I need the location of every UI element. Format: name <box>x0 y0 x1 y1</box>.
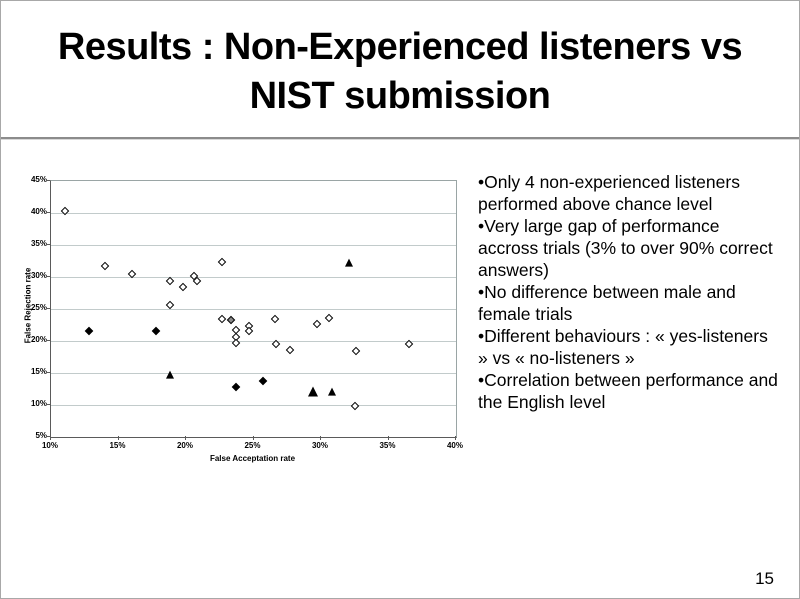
data-point-open-diamond <box>165 300 175 309</box>
data-point-open-diamond <box>231 338 241 348</box>
y-tick-mark <box>46 212 50 213</box>
data-point-open-diamond <box>285 345 295 355</box>
data-point-filled-diamond <box>84 327 94 336</box>
x-tick-mark <box>50 436 51 440</box>
x-tick-label: 10% <box>41 441 58 450</box>
x-tick-mark <box>117 436 119 440</box>
gridline <box>51 245 456 246</box>
bullet-item: •Only 4 non-experienced listeners perfor… <box>478 172 740 214</box>
data-point-open-diamond <box>245 326 254 335</box>
data-point-filled-diamond <box>258 377 268 386</box>
y-tick-label: 30% <box>30 271 47 280</box>
y-tick-label: 20% <box>30 335 47 344</box>
bullet-item: •Different behaviours : « yes-listeners … <box>478 326 768 368</box>
y-tick-label: 15% <box>30 367 47 376</box>
y-tick-label: 45% <box>30 175 47 184</box>
y-tick-mark <box>46 308 50 309</box>
data-point-filled-diamond <box>231 382 241 392</box>
y-tick-label: 40% <box>30 207 47 216</box>
gridline <box>51 213 456 214</box>
slide-title: Results : Non-Experienced listeners vs N… <box>11 23 789 121</box>
page-number: 15 <box>755 569 774 588</box>
scatter-chart: False Rejection rate 5% 10% 15% 20% 25% 30% 35… <box>23 169 466 466</box>
data-point-gray-diamond <box>226 315 235 325</box>
y-tick-mark <box>46 372 50 373</box>
x-tick-mark <box>320 436 321 440</box>
gridline <box>51 277 456 278</box>
x-tick-mark <box>455 436 456 440</box>
x-axis-title: False Acceptation rate <box>209 454 296 463</box>
data-point-open-diamond <box>192 277 202 286</box>
bullet-item: •No difference between male and female t… <box>478 282 736 324</box>
data-point-open-diamond <box>60 206 69 216</box>
x-tick-label: 20% <box>176 441 193 450</box>
data-point-open-diamond <box>324 313 334 323</box>
data-point-open-diamond <box>179 282 188 291</box>
data-point-triangle <box>165 370 174 379</box>
gridline <box>51 309 456 310</box>
gridline <box>51 405 456 406</box>
data-point-open-diamond <box>218 257 227 266</box>
bullet-item: •Very large gap of performance accross t… <box>478 216 773 280</box>
y-tick-mark <box>46 180 50 181</box>
data-point-open-diamond <box>351 346 361 355</box>
y-tick-mark <box>46 436 50 437</box>
x-tick-mark <box>387 436 389 440</box>
data-point-triangle <box>327 387 336 396</box>
data-point-open-diamond <box>100 261 110 271</box>
slide-title-line2: NIST submission <box>249 75 551 117</box>
x-tick-label: 30% <box>311 441 328 450</box>
y-tick-label: 25% <box>30 303 47 312</box>
data-point-open-diamond <box>350 402 359 411</box>
data-point-open-diamond <box>218 314 227 323</box>
data-point-filled-diamond <box>152 327 161 336</box>
gridline <box>51 373 456 374</box>
x-tick-mark <box>185 436 186 440</box>
x-tick-label: 25% <box>244 441 261 450</box>
gridline <box>51 341 456 342</box>
slide-title-line1: Results : Non-Experienced listeners vs <box>57 26 743 68</box>
y-tick-mark <box>46 244 50 245</box>
plot-area <box>50 180 457 438</box>
y-tick-label: 10% <box>30 399 47 408</box>
data-point-triangle-large <box>307 386 318 397</box>
data-point-triangle <box>345 258 354 267</box>
data-point-open-diamond <box>165 277 175 286</box>
x-tick-label: 35% <box>379 441 396 450</box>
x-tick-mark <box>252 436 254 440</box>
y-tick-mark <box>46 340 50 341</box>
y-tick-mark <box>46 404 50 405</box>
title-divider <box>1 137 799 140</box>
y-tick-label: 35% <box>30 239 47 248</box>
y-tick-label: 5% <box>35 431 47 440</box>
x-tick-label: 15% <box>109 441 126 450</box>
y-tick-mark <box>46 276 50 277</box>
x-tick-label: 40% <box>446 441 463 450</box>
bullet-list: •Only 4 non-experienced listeners perfor… <box>478 171 782 413</box>
data-point-open-diamond <box>312 320 322 329</box>
data-point-open-diamond <box>270 314 280 323</box>
bullet-item: •Correlation between performance and the… <box>478 370 778 412</box>
